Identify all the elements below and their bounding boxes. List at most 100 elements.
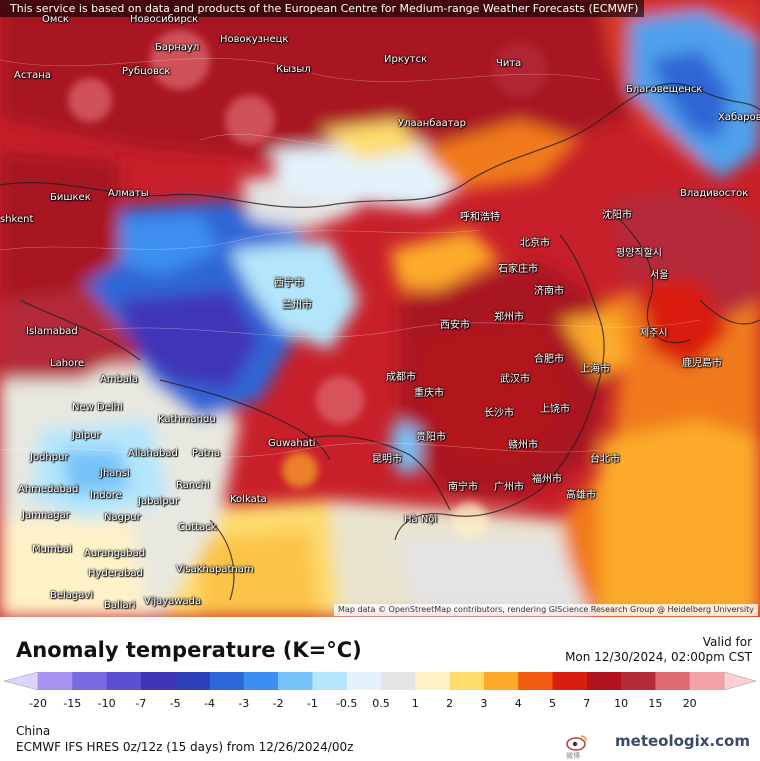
scale-tick-label: 20 <box>682 697 697 710</box>
scale-swatch <box>621 672 656 690</box>
city-label: 鹿児島市 <box>682 358 722 369</box>
city-label: 서울 <box>650 270 669 281</box>
scale-tick-label: 1 <box>411 697 419 710</box>
weibo-icon <box>566 735 587 751</box>
city-label: 福州市 <box>532 474 562 485</box>
city-label: 济南市 <box>534 286 564 297</box>
city-label: 上饶市 <box>540 404 570 415</box>
map-attribution: Map data © OpenStreetMap contributors, r… <box>334 604 758 616</box>
city-label: Islamabad <box>26 326 78 337</box>
city-label: 重庆市 <box>414 388 444 399</box>
city-label: Mumbai <box>32 544 72 555</box>
city-label: Хабаров <box>718 112 760 123</box>
city-label: 郑州市 <box>494 312 524 323</box>
scale-swatch <box>140 672 176 690</box>
scale-tick-label: -10 <box>97 697 116 710</box>
city-label: Иркутск <box>384 54 428 65</box>
scale-tick-label: 10 <box>614 697 629 710</box>
scale-swatch <box>552 672 588 690</box>
scale-swatch <box>278 672 313 690</box>
city-label: Indore <box>90 490 122 501</box>
scale-arrow-high <box>723 671 757 691</box>
city-label: Jodhpur <box>30 452 69 463</box>
city-label: 北京市 <box>520 238 550 249</box>
city-label: shkent <box>0 214 34 225</box>
scale-tick-label: 4 <box>514 697 522 710</box>
city-label: Cuttack <box>178 522 217 533</box>
city-label: Belagavi <box>50 590 94 601</box>
scale-tick-label: -20 <box>29 697 47 710</box>
city-label: 武汉市 <box>500 374 530 385</box>
scale-tick-label: -2 <box>272 697 284 710</box>
city-label: New Delhi <box>72 402 123 413</box>
city-label: 高雄市 <box>566 490 596 501</box>
valid-for-label: Valid for <box>702 635 752 649</box>
brand-sub: 微博 <box>566 752 580 760</box>
scale-tick-label: -5 <box>169 697 181 710</box>
temperature-anomaly-map[interactable]: This service is based on data and produc… <box>0 0 760 617</box>
city-label: 西宁市 <box>274 278 304 289</box>
region-label: China <box>16 724 51 738</box>
city-label: Hyderabad <box>88 568 143 579</box>
scale-swatch <box>483 672 519 690</box>
city-label: Новокузнецк <box>220 34 289 45</box>
scale-tick-label: 0.5 <box>372 697 390 710</box>
city-label: 石家庄市 <box>498 264 538 275</box>
city-label: Guwahati <box>268 438 316 449</box>
scale-tick-label: -15 <box>63 697 82 710</box>
scale-swatch <box>175 672 210 690</box>
city-label: Ballari <box>104 600 136 611</box>
scale-tick-label: 5 <box>549 697 556 710</box>
color-scale-bar <box>3 671 757 691</box>
scale-swatch <box>381 672 416 690</box>
city-label: 贵阳市 <box>416 432 446 443</box>
anomaly-field <box>0 0 760 617</box>
scale-swatch <box>449 672 485 690</box>
city-label: Омск <box>42 14 69 25</box>
city-label: Lahore <box>50 358 85 369</box>
scale-swatch <box>518 672 553 690</box>
city-label: Чита <box>496 58 522 69</box>
city-label: Ranchi <box>176 480 210 491</box>
scale-tick-label: -0.5 <box>335 697 358 710</box>
scale-swatch <box>72 672 108 690</box>
city-label: Hà Nội <box>404 514 438 525</box>
city-label: Барнаул <box>155 42 200 53</box>
chart-title: Anomaly temperature (K=°C) <box>16 638 362 662</box>
model-info: ECMWF IFS HRES 0z/12z (15 days) from 12/… <box>16 740 354 754</box>
city-label: Улаанбаатар <box>398 118 467 129</box>
scale-arrow-low <box>3 671 39 691</box>
valid-time: Mon 12/30/2024, 02:00pm CST <box>565 650 752 664</box>
city-label: 广州市 <box>494 482 524 493</box>
city-label: Jaipur <box>72 430 101 441</box>
scale-tick-label: 7 <box>583 697 591 710</box>
city-label: Бишкек <box>50 192 91 203</box>
city-label: 昆明市 <box>372 454 402 465</box>
city-label: Астана <box>14 70 51 81</box>
city-label: 沈阳市 <box>602 210 632 221</box>
city-label: 평양직할시 <box>616 248 662 259</box>
city-label: Кызыл <box>276 64 311 75</box>
scale-swatch <box>689 672 725 690</box>
city-label: Ahmedabad <box>18 484 79 495</box>
brand-name[interactable]: meteologix.com <box>615 732 750 750</box>
city-label: Kathmandu <box>158 414 216 425</box>
city-label: 南宁市 <box>448 482 478 493</box>
city-label: Рубцовск <box>122 66 171 77</box>
scale-swatch <box>209 672 245 690</box>
city-label: 西安市 <box>440 320 470 331</box>
city-label: Новосибирск <box>130 14 199 25</box>
city-label: 成都市 <box>386 372 416 383</box>
city-label: Алматы <box>108 188 149 199</box>
city-label: Владивосток <box>680 188 749 199</box>
city-label: Aurangabad <box>84 548 146 559</box>
ecmwf-notice: This service is based on data and produc… <box>0 0 645 17</box>
city-label: 上海市 <box>580 364 610 375</box>
scale-swatch <box>346 672 382 690</box>
city-label: 赣州市 <box>508 440 538 451</box>
city-label: 台北市 <box>590 454 620 465</box>
city-label: Allahabad <box>128 448 178 459</box>
scale-tick-label: 3 <box>480 697 488 710</box>
scale-tick-label: -1 <box>306 697 318 710</box>
scale-swatch <box>655 672 691 690</box>
